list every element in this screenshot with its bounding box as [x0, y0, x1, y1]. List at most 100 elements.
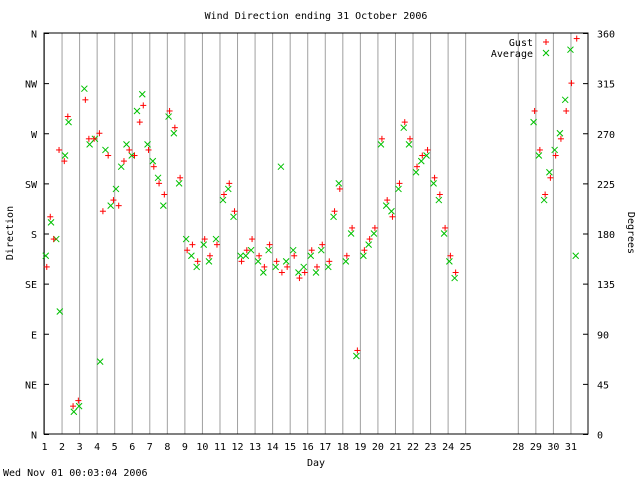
gust-point	[266, 241, 273, 248]
gust-point	[291, 252, 298, 259]
average-point	[102, 146, 109, 154]
average-point	[86, 141, 93, 148]
gust-point	[431, 174, 438, 181]
y-tick-label-right: 45	[597, 380, 609, 391]
x-tick-label: 30	[547, 442, 559, 453]
gust-point	[414, 163, 421, 170]
axis-ticks: 1 2 3 4 5 6 7 8 9 10 11 12 13 14 15 16 17 18 19 20 21 22 23 24 2…	[25, 30, 615, 454]
x-tick-label: 3	[77, 442, 83, 453]
chart-title: Wind Direction ending 31 October 2006	[205, 11, 428, 22]
y-axis-label-left: Direction	[5, 206, 16, 260]
average-point	[107, 202, 115, 210]
x-tick-label: 18	[337, 442, 349, 453]
y-tick-label-left: E	[31, 330, 37, 341]
average-point	[242, 252, 250, 260]
gust-point	[171, 124, 178, 131]
gust-point	[177, 174, 184, 181]
average-point	[360, 252, 367, 260]
average-point	[175, 180, 183, 187]
average-point	[193, 263, 201, 271]
gust-point	[110, 197, 117, 204]
gust-point	[552, 152, 559, 159]
gust-point	[249, 236, 256, 243]
average-point	[435, 196, 443, 204]
average-point	[138, 90, 146, 98]
x-tick-label: 4	[94, 442, 100, 453]
average-point	[237, 252, 244, 260]
gust-point	[136, 119, 143, 126]
gust-point	[75, 397, 82, 404]
x-tick-label: 24	[442, 442, 454, 453]
average-point	[123, 141, 130, 148]
gust-point	[378, 135, 385, 142]
x-tick-label: 8	[164, 442, 170, 453]
gust-point	[64, 113, 71, 120]
average-point	[530, 118, 537, 126]
y-tick-label-right: 135	[597, 280, 615, 291]
average-point	[200, 241, 208, 248]
average-point	[317, 246, 325, 254]
gust-point	[70, 403, 77, 410]
gust-point	[256, 252, 263, 259]
gust-point	[361, 247, 368, 254]
y-tick-label-right: 225	[597, 180, 615, 191]
x-tick-label: 28	[512, 442, 524, 453]
gust-point	[407, 135, 414, 142]
y-tick-label-right: 180	[597, 230, 615, 241]
x-tick-label: 23	[425, 442, 437, 453]
average-point	[159, 202, 167, 210]
gust-point	[401, 119, 408, 126]
average-point	[347, 230, 355, 237]
gust-point	[50, 236, 57, 243]
gust-point	[105, 152, 112, 159]
average-point	[546, 168, 553, 176]
average-point	[70, 408, 78, 416]
gust-point	[557, 135, 564, 142]
gust-point	[442, 224, 449, 231]
gust-point	[536, 146, 543, 153]
gust-point	[184, 247, 191, 254]
average-point	[165, 113, 172, 120]
x-tick-label: 11	[214, 442, 226, 453]
average-point	[47, 219, 55, 226]
average-point	[572, 252, 580, 260]
gust-point	[273, 258, 280, 265]
gust-point	[238, 258, 245, 265]
average-point	[224, 185, 232, 193]
y-tick-label-left: SE	[25, 280, 37, 291]
average-point	[335, 180, 343, 187]
gust-point	[91, 135, 98, 142]
vertical-gridlines	[44, 33, 572, 434]
average-point	[254, 257, 262, 265]
legend-gust-label: Gust	[509, 38, 533, 49]
average-point	[112, 185, 120, 193]
gust-point	[145, 146, 152, 153]
gust-point	[126, 146, 133, 153]
legend-gust-marker	[543, 39, 549, 45]
gust-point	[573, 35, 580, 42]
gust-point	[189, 241, 196, 248]
gust-point	[314, 263, 320, 270]
average-point	[205, 257, 213, 265]
average-point	[75, 402, 83, 410]
average-point	[330, 213, 337, 221]
plot-frame	[43, 32, 589, 435]
x-tick-label: 12	[232, 442, 244, 453]
average-point	[212, 235, 220, 243]
average-point	[307, 252, 315, 260]
gust-point	[349, 224, 356, 231]
x-tick-label: 29	[530, 442, 542, 453]
average-point	[388, 207, 395, 215]
average-point	[370, 230, 378, 237]
average-point	[556, 129, 564, 137]
y-tick-label-left: SW	[25, 180, 38, 191]
average-point	[96, 358, 104, 365]
gust-point	[82, 96, 89, 103]
gust-point	[194, 258, 201, 265]
x-tick-label: 25	[460, 442, 472, 453]
average-point	[260, 269, 267, 276]
average-point	[446, 257, 453, 265]
average-point	[423, 152, 430, 159]
gust-point	[343, 252, 350, 259]
gust-point	[436, 191, 443, 198]
